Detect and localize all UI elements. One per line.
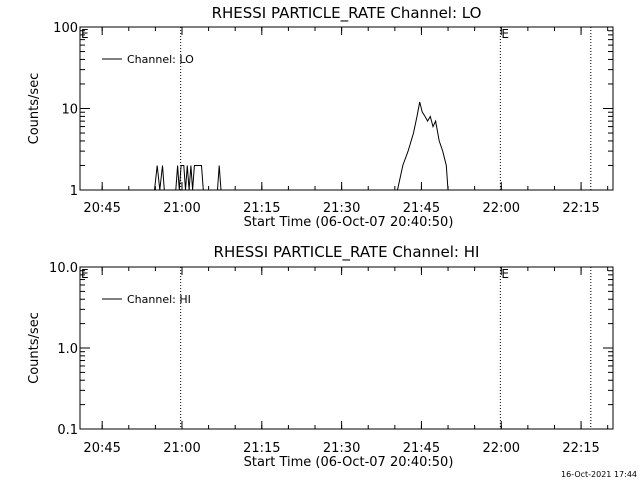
chart-title: RHESSI PARTICLE_RATE Channel: HI [214,243,480,262]
x-tick-label: 20:45 [83,441,120,456]
y-tick-label: 100 [53,21,78,36]
x-tick-label: 21:00 [163,201,200,216]
left-marker-label: E [81,27,89,41]
x-tick-label: 22:15 [562,441,599,456]
x-tick-label: 21:30 [323,441,360,456]
x-tick-label: 21:15 [243,441,280,456]
left-marker-label: E [81,267,89,281]
x-tick-label: 20:45 [83,201,120,216]
x-tick-label: 22:00 [483,201,520,216]
y-tick-label: 10 [61,103,78,118]
x-tick-label: 21:45 [403,441,440,456]
y-axis-label: Counts/sec [27,73,42,145]
chart-title: RHESSI PARTICLE_RATE Channel: LO [212,4,482,23]
x-tick-label: 21:00 [163,441,200,456]
y-axis-label: Counts/sec [27,312,42,384]
x-tick-label: 22:00 [483,441,520,456]
lo-channel-panel: RHESSI PARTICLE_RATE Channel: LO 20:45 21:… [27,4,614,230]
x-axis-label: Start Time (06-Oct-07 20:40:50) [244,455,454,470]
y-tick-label: 0.1 [57,423,78,438]
x-axis-label: Start Time (06-Oct-07 20:40:50) [244,215,454,230]
x-tick-label: 21:15 [243,201,280,216]
plot-frame [79,266,614,430]
x-tick-label: 21:30 [323,201,360,216]
time-marker-label: E [501,27,509,41]
legend-entry: Channel: LO [127,53,194,66]
x-tick-label: 21:45 [403,201,440,216]
y-tick-label: 1.0 [57,342,78,357]
legend-entry: Channel: HI [127,293,191,306]
y-tick-label: 1 [70,184,78,199]
footer-timestamp: 16-Oct-2021 17:44 [561,470,637,479]
series-line [154,101,449,191]
x-tick-label: 22:15 [562,201,599,216]
y-tick-label: 10.0 [49,261,78,276]
plot-frame [79,26,614,191]
time-marker-label: E [501,267,509,281]
hi-channel-panel: RHESSI PARTICLE_RATE Channel: HI 20:45 21:… [27,243,614,470]
